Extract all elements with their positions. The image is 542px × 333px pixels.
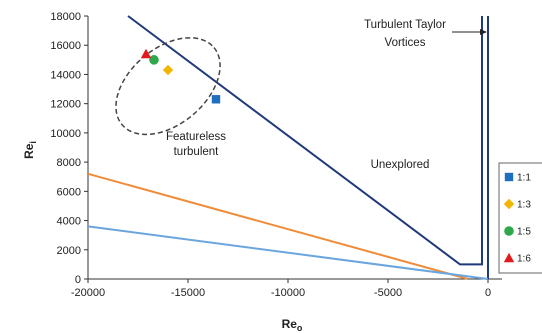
data-point-1-6 <box>140 48 152 59</box>
x-tick-label: -15000 <box>171 287 205 299</box>
legend-label: 1:6 <box>517 254 531 265</box>
y-tick-label: 16000 <box>50 40 81 52</box>
region-line-1 <box>127 15 483 266</box>
annotation-featureless-2: turbulent <box>174 146 220 158</box>
legend-label: 1:1 <box>517 173 531 184</box>
y-tick-label: 18000 <box>50 11 81 23</box>
y-tick-label: 6000 <box>57 186 81 198</box>
data-markers <box>140 48 221 104</box>
legend-label: 1:3 <box>517 200 531 211</box>
annotation-taylor-arrowhead <box>480 29 487 35</box>
legend-marker-1-6 <box>503 252 515 263</box>
annotation-taylor-1: Turbulent Taylor <box>364 19 446 31</box>
legend-marker-1-1 <box>504 172 514 182</box>
legend-items: 1:1 1:3 1:5 1:6 <box>503 172 531 265</box>
data-point-1-5 <box>149 55 159 65</box>
y-tick-label: 2000 <box>57 245 81 257</box>
y-tick-label: 4000 <box>57 216 81 228</box>
legend: 1:1 1:3 1:5 1:6 <box>498 162 542 274</box>
annotation-taylor-2: Vortices <box>385 37 426 49</box>
x-tick-label: -20000 <box>71 287 105 299</box>
y-axis-title: Rei <box>22 141 38 159</box>
y-tick-label: 0 <box>75 274 81 286</box>
region-line-4 <box>87 225 489 280</box>
x-axis-ticks: -20000 -15000 -10000 -5000 0 <box>71 279 491 299</box>
y-tick-label: 12000 <box>50 99 81 111</box>
annotation-unexplored: Unexplored <box>371 159 430 171</box>
y-axis-title-sub: i <box>28 141 38 144</box>
x-tick-label: -5000 <box>374 287 402 299</box>
legend-label: 1:5 <box>517 227 531 238</box>
y-tick-label: 8000 <box>57 157 81 169</box>
legend-marker-1-5 <box>504 226 514 236</box>
x-axis-title-sub: o <box>297 323 303 333</box>
annotation-featureless-1: Featureless <box>166 131 226 143</box>
data-point-1-3 <box>162 64 174 76</box>
plot-frame <box>87 16 502 280</box>
y-tick-label: 14000 <box>50 69 81 81</box>
x-tick-label: 0 <box>485 287 491 299</box>
data-lines <box>87 15 489 280</box>
x-tick-label: -10000 <box>271 287 305 299</box>
x-axis-title-main: Re <box>282 317 298 331</box>
legend-box <box>498 162 542 274</box>
region-line-3 <box>87 172 469 280</box>
legend-marker-1-3 <box>503 198 515 210</box>
y-axis-ticks: 0 2000 4000 6000 8000 10000 12000 14000 16000 180… <box>50 11 88 286</box>
y-tick-label: 10000 <box>50 128 81 140</box>
data-point-1-1 <box>211 95 221 104</box>
x-axis-title: Reo <box>282 317 303 333</box>
y-axis-title-main: Re <box>22 143 36 159</box>
